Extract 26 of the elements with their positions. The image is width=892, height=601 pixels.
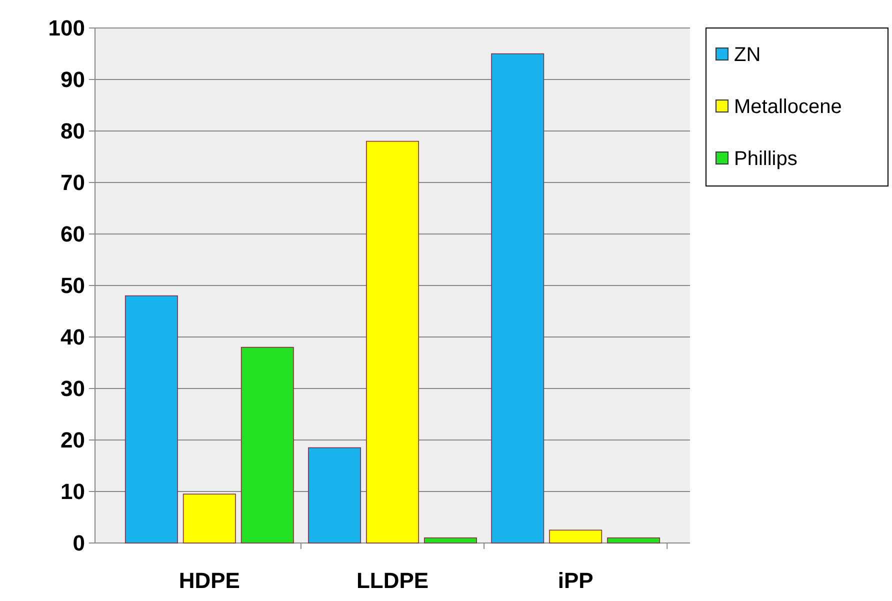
bar bbox=[124, 295, 178, 544]
legend-label: Metallocene bbox=[734, 96, 842, 118]
bar bbox=[424, 537, 477, 544]
y-tick-label: 60 bbox=[60, 222, 85, 247]
y-tick-label: 100 bbox=[48, 16, 85, 41]
y-tick-label: 0 bbox=[72, 530, 85, 556]
bar bbox=[240, 346, 294, 544]
y-tick-label: 50 bbox=[60, 273, 85, 298]
legend-label: Phillips bbox=[734, 148, 798, 170]
y-tick-label: 40 bbox=[60, 324, 85, 350]
bar bbox=[308, 447, 362, 544]
x-tick-label: LLDPE bbox=[356, 568, 429, 593]
bar bbox=[549, 530, 602, 544]
y-tick-label: 10 bbox=[60, 479, 85, 504]
y-tick-label: 90 bbox=[60, 67, 85, 92]
x-tick-label: HDPE bbox=[178, 568, 240, 593]
x-tick-label: iPP bbox=[558, 568, 594, 593]
bar bbox=[607, 537, 660, 544]
legend-label: ZN bbox=[734, 44, 761, 66]
y-tick-label: 30 bbox=[60, 376, 85, 402]
y-tick-label: 20 bbox=[60, 428, 85, 453]
bar bbox=[366, 140, 419, 544]
bar bbox=[491, 53, 544, 544]
y-tick-label: 80 bbox=[60, 118, 85, 144]
bar bbox=[182, 494, 236, 544]
y-tick-label: 70 bbox=[60, 170, 85, 196]
